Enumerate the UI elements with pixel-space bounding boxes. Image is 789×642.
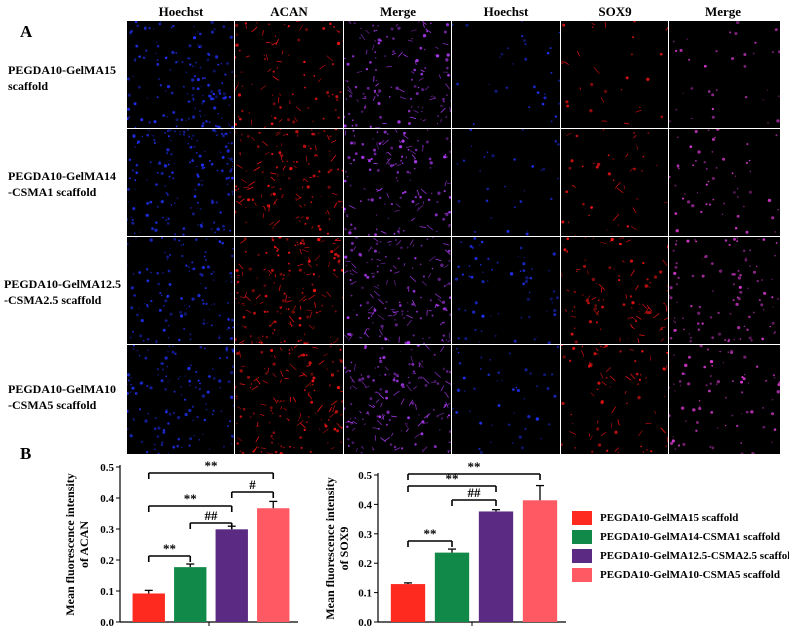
bar [216,529,248,622]
bar [479,511,513,622]
microscopy-image [127,129,234,236]
significance-label: ** [184,491,197,506]
row-label-2: PEGDA10-GelMA14 -CSMA1 scaffold [8,168,133,200]
microscopy-image [344,129,451,236]
y-tick-label: 0.0 [358,617,372,629]
y-axis-label: of ACAN [77,521,91,568]
y-axis-label: Mean fluorescence intensity [63,473,77,615]
bar [523,500,557,622]
microscopy-image [127,21,234,128]
column-header-acan: ACAN [235,4,343,20]
microscopy-image [561,129,668,236]
microscopy-image [561,237,668,344]
microscopy-image [235,129,343,236]
legend-item: PEGDA10-GelMA15 scaffold [572,508,789,527]
microscopy-image [561,21,668,128]
significance-label: ## [468,485,482,500]
bar [391,584,425,622]
microscopy-image [669,21,780,128]
microscopy-image-grid [127,21,780,454]
y-tick-label: 0.0 [100,617,114,629]
legend-swatch [572,549,592,563]
microscopy-image [344,21,451,128]
row-label-3: PEGDA10-GelMA12.5 -CSMA2.5 scaffold [4,276,129,308]
significance-label: ** [468,459,481,474]
y-tick-label: 0.5 [100,462,114,474]
column-header-merge-1: Merge [344,4,452,20]
microscopy-image [669,129,780,236]
legend-swatch [572,530,592,544]
microscopy-image [452,21,560,128]
y-tick-label: 0.4 [100,493,114,505]
column-header-hoechst-2: Hoechst [452,4,560,20]
y-tick-label: 0.5 [358,470,372,482]
microscopy-image [127,345,234,454]
panel-a-label: A [20,22,32,42]
legend-label: PEGDA10-GelMA15 scaffold [600,512,738,524]
y-axis-label: of SOX9 [337,527,351,571]
microscopy-image [235,237,343,344]
significance-label: # [249,477,256,492]
legend-label: PEGDA10-GelMA10-CSMA5 scaffold [600,569,780,581]
legend-item: PEGDA10-GelMA12.5-CSMA2.5 scaffold [572,546,789,565]
bar [435,553,469,622]
legend-item: PEGDA10-GelMA10-CSMA5 scaffold [572,565,789,584]
y-axis-label: Mean fluorescence intensity [323,477,337,619]
legend-label: PEGDA10-GelMA12.5-CSMA2.5 scaffold [600,550,789,562]
microscopy-image [344,237,451,344]
column-header-merge-2: Merge [669,4,777,20]
y-tick-label: 0.1 [358,588,372,600]
legend-label: PEGDA10-GelMA14-CSMA1 scaffold [600,531,780,543]
microscopy-image [561,345,668,454]
microscopy-image [235,345,343,454]
y-tick-label: 0.3 [358,529,372,541]
y-tick-label: 0.3 [100,524,114,536]
chart-legend: PEGDA10-GelMA15 scaffold PEGDA10-GelMA14… [572,508,789,584]
legend-swatch [572,511,592,525]
microscopy-image [452,345,560,454]
microscopy-image [669,237,780,344]
column-header-hoechst-1: Hoechst [127,4,235,20]
microscopy-image [235,21,343,128]
y-tick-label: 0.2 [358,558,372,570]
column-header-sox9: SOX9 [561,4,669,20]
microscopy-image [669,345,780,454]
bar [133,593,165,622]
microscopy-image [344,345,451,454]
row-label-4: PEGDA10-GelMA10 -CSMA5 scaffold [8,381,133,413]
microscopy-image [452,129,560,236]
significance-label: ## [205,508,219,523]
row-label-1: PEGDA10-GelMA15 scaffold [8,62,133,94]
legend-item: PEGDA10-GelMA14-CSMA1 scaffold [572,527,789,546]
significance-label: ** [163,541,176,556]
microscopy-image [452,237,560,344]
bar [257,508,289,622]
y-tick-label: 0.2 [100,555,114,567]
y-tick-label: 0.1 [100,586,114,598]
significance-label: ** [424,526,437,541]
bar [174,567,206,622]
microscopy-image [127,237,234,344]
y-tick-label: 0.4 [358,499,372,511]
legend-swatch [572,568,592,582]
significance-label: ** [205,458,218,473]
